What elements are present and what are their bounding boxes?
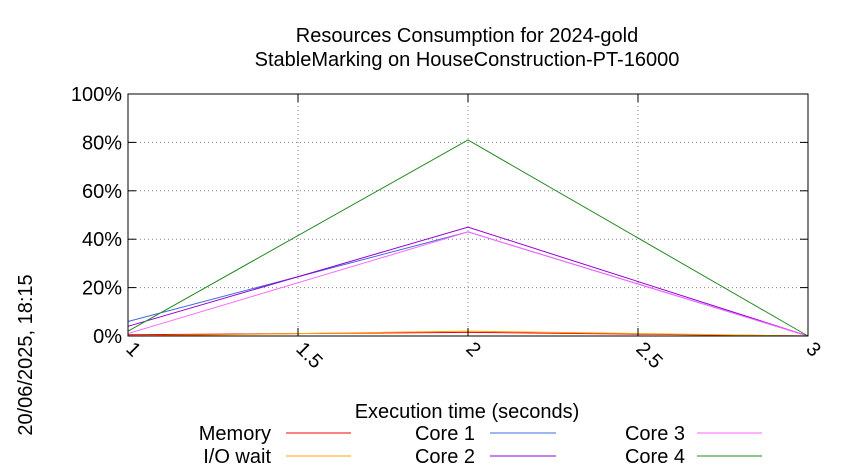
grid — [128, 94, 808, 336]
y-tick-label: 0% — [93, 326, 122, 348]
legend-label-memory: Memory — [199, 423, 271, 445]
x-axis-label: Execution time (seconds) — [355, 401, 580, 423]
x-tick-label: 3 — [801, 338, 824, 361]
y-tick-label: 40% — [82, 229, 122, 251]
x-tick-label: 1.5 — [291, 338, 326, 373]
legend-label-core-2: Core 2 — [415, 446, 475, 468]
y-tick-label: 80% — [82, 132, 122, 154]
legend-label-core-3: Core 3 — [625, 423, 685, 445]
legend-label-core-1: Core 1 — [415, 423, 475, 445]
series-line-core-1 — [127, 231, 809, 337]
x-tick-label: 2 — [461, 338, 484, 361]
series-line-core-2 — [127, 226, 809, 337]
chart-title-line-1: Resources Consumption for 2024-gold — [296, 25, 638, 47]
series-line-core-3 — [127, 231, 809, 337]
legend-label-core-4: Core 4 — [625, 446, 685, 468]
y-tick-label: 20% — [82, 278, 122, 300]
series-lines — [127, 139, 809, 337]
y-tick-label: 60% — [82, 181, 122, 203]
series-line-core-4 — [127, 139, 809, 337]
legend-label-i-o-wait: I/O wait — [203, 446, 271, 468]
timestamp-label: 20/06/2025, 18:15 — [15, 274, 37, 435]
axis-ticks: 0% 20% 40% 60% 80% 100% 1 1.5 2 2.5 3 — [71, 84, 825, 373]
chart-title-line-2: StableMarking on HouseConstruction-PT-16… — [255, 49, 680, 71]
x-tick-label: 1 — [121, 338, 144, 361]
y-tick-label: 100% — [71, 84, 122, 106]
x-tick-label: 2.5 — [631, 338, 666, 373]
